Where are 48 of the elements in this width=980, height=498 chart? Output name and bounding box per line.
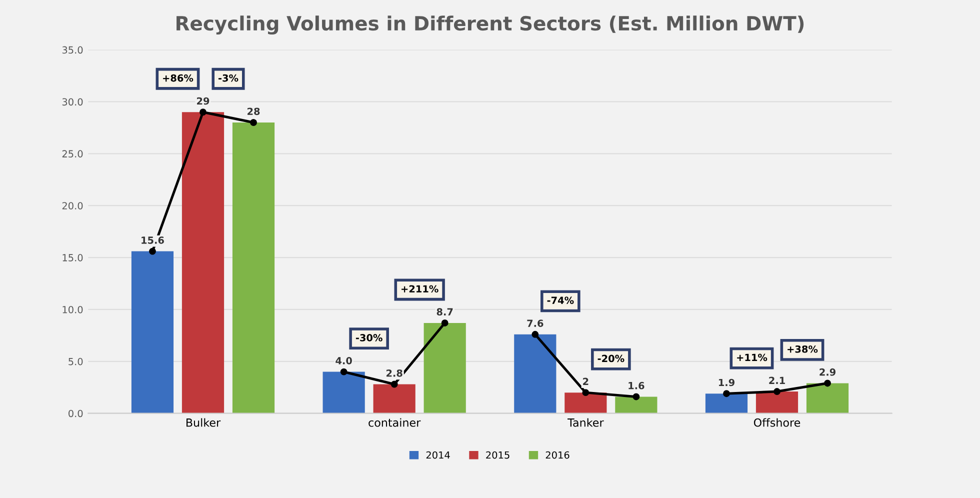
data-label: 4.0 [336, 357, 352, 364]
annotation: +86% [163, 74, 194, 82]
y-tick-label: 30.0 [62, 98, 83, 106]
bar [373, 384, 416, 414]
bar [756, 392, 798, 414]
annotation: -20% [598, 354, 624, 362]
annotation: -30% [356, 334, 382, 342]
data-label: 2.8 [386, 369, 402, 377]
bar [232, 122, 275, 414]
data-label: 2.9 [820, 368, 836, 376]
annotation: -3% [218, 74, 238, 82]
bar [322, 372, 365, 414]
y-tick-label: 0.0 [68, 410, 83, 418]
data-label: 29 [197, 97, 210, 105]
annotation: +211% [402, 285, 438, 293]
data-label: 2.1 [769, 376, 785, 384]
x-tick-label: Bulker [186, 418, 221, 427]
bar [131, 251, 174, 414]
data-label: 1.6 [628, 382, 644, 390]
legend-label: 2015 [486, 451, 510, 459]
x-tick-label: Tanker [568, 418, 604, 427]
annotation: +38% [788, 345, 818, 353]
chart-title: Recycling Volumes in Different Sectors (Est. Million DWT) [176, 16, 804, 35]
data-label: 2 [583, 378, 588, 385]
data-label: 15.6 [142, 236, 164, 244]
bar [705, 394, 748, 414]
bar [615, 396, 658, 414]
annotation: +11% [737, 354, 768, 362]
y-tick-label: 10.0 [62, 306, 83, 314]
annotation: -74% [547, 296, 574, 304]
y-tick-label: 35.0 [62, 46, 83, 54]
bar [424, 322, 466, 414]
y-tick-label: 25.0 [62, 150, 83, 158]
bar [514, 334, 556, 414]
data-label: 1.9 [718, 378, 734, 386]
bar [564, 392, 607, 414]
legend-label: 2014 [426, 451, 450, 459]
y-tick-label: 15.0 [62, 254, 83, 262]
data-label: 28 [248, 108, 260, 116]
bar [806, 383, 849, 414]
data-label: 8.7 [436, 308, 453, 316]
y-tick-label: 5.0 [68, 358, 83, 366]
x-tick-label: Offshore [754, 418, 800, 427]
y-tick-label: 20.0 [62, 202, 83, 210]
bar [182, 112, 224, 414]
data-label: 7.6 [527, 320, 544, 327]
legend-label: 2016 [546, 451, 570, 459]
x-tick-label: container [368, 418, 421, 427]
